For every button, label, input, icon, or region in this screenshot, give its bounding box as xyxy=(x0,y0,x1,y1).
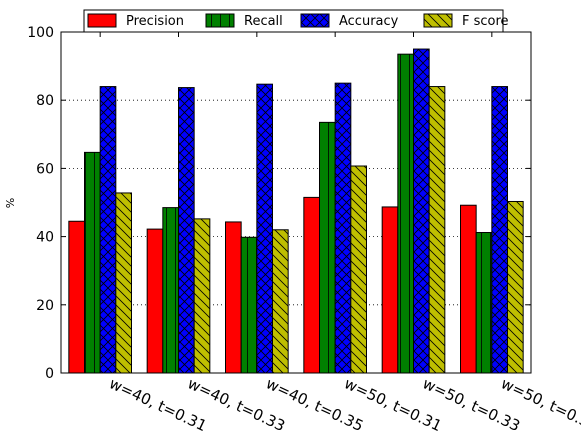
bar-accuracy xyxy=(99,86,117,374)
legend-box xyxy=(83,9,504,33)
bars xyxy=(68,48,524,374)
bar-precision xyxy=(460,204,477,374)
bar-precision xyxy=(146,228,164,374)
y-tick-label: 80 xyxy=(36,93,54,109)
legend-label: Accuracy xyxy=(339,14,399,29)
legend-label: Recall xyxy=(244,14,283,29)
bar-recall xyxy=(162,207,179,374)
legend-label: Precision xyxy=(126,14,184,29)
y-tick-label: 20 xyxy=(36,298,54,314)
bar-accuracy xyxy=(256,83,274,374)
y-axis-label: % xyxy=(4,198,17,208)
bar-f-score xyxy=(272,229,289,374)
bar-f-score xyxy=(507,200,524,374)
bar-accuracy xyxy=(491,86,509,374)
bar-accuracy xyxy=(413,48,430,374)
bar-accuracy xyxy=(178,87,195,374)
bar-recall xyxy=(84,151,101,374)
legend-swatch xyxy=(300,13,330,28)
y-tick-label: 0 xyxy=(45,366,54,382)
legend-label: F score xyxy=(462,14,509,29)
legend-swatch xyxy=(423,13,453,28)
bar-recall xyxy=(240,236,258,374)
bar-f-score xyxy=(193,218,211,374)
bar-precision xyxy=(381,206,399,374)
bar-f-score xyxy=(350,165,368,374)
bar-precision xyxy=(303,196,321,374)
legend-swatch xyxy=(87,13,117,28)
bar-precision xyxy=(225,221,242,374)
y-axis-ticks: 0 20 40 60 80 100 xyxy=(27,25,531,382)
bar-accuracy xyxy=(334,82,352,374)
y-tick-label: 60 xyxy=(36,161,54,177)
legend: Precision Recall Accuracy F score xyxy=(83,9,509,33)
y-tick-label: 40 xyxy=(36,230,54,246)
bar-recall xyxy=(397,53,415,374)
bar-precision xyxy=(68,220,86,374)
bar-f-score xyxy=(428,86,446,374)
legend-swatch xyxy=(205,13,235,28)
bar-f-score xyxy=(115,192,133,374)
y-tick-label: 100 xyxy=(27,25,54,41)
bar-recall xyxy=(319,121,336,374)
bar-recall xyxy=(475,232,493,374)
